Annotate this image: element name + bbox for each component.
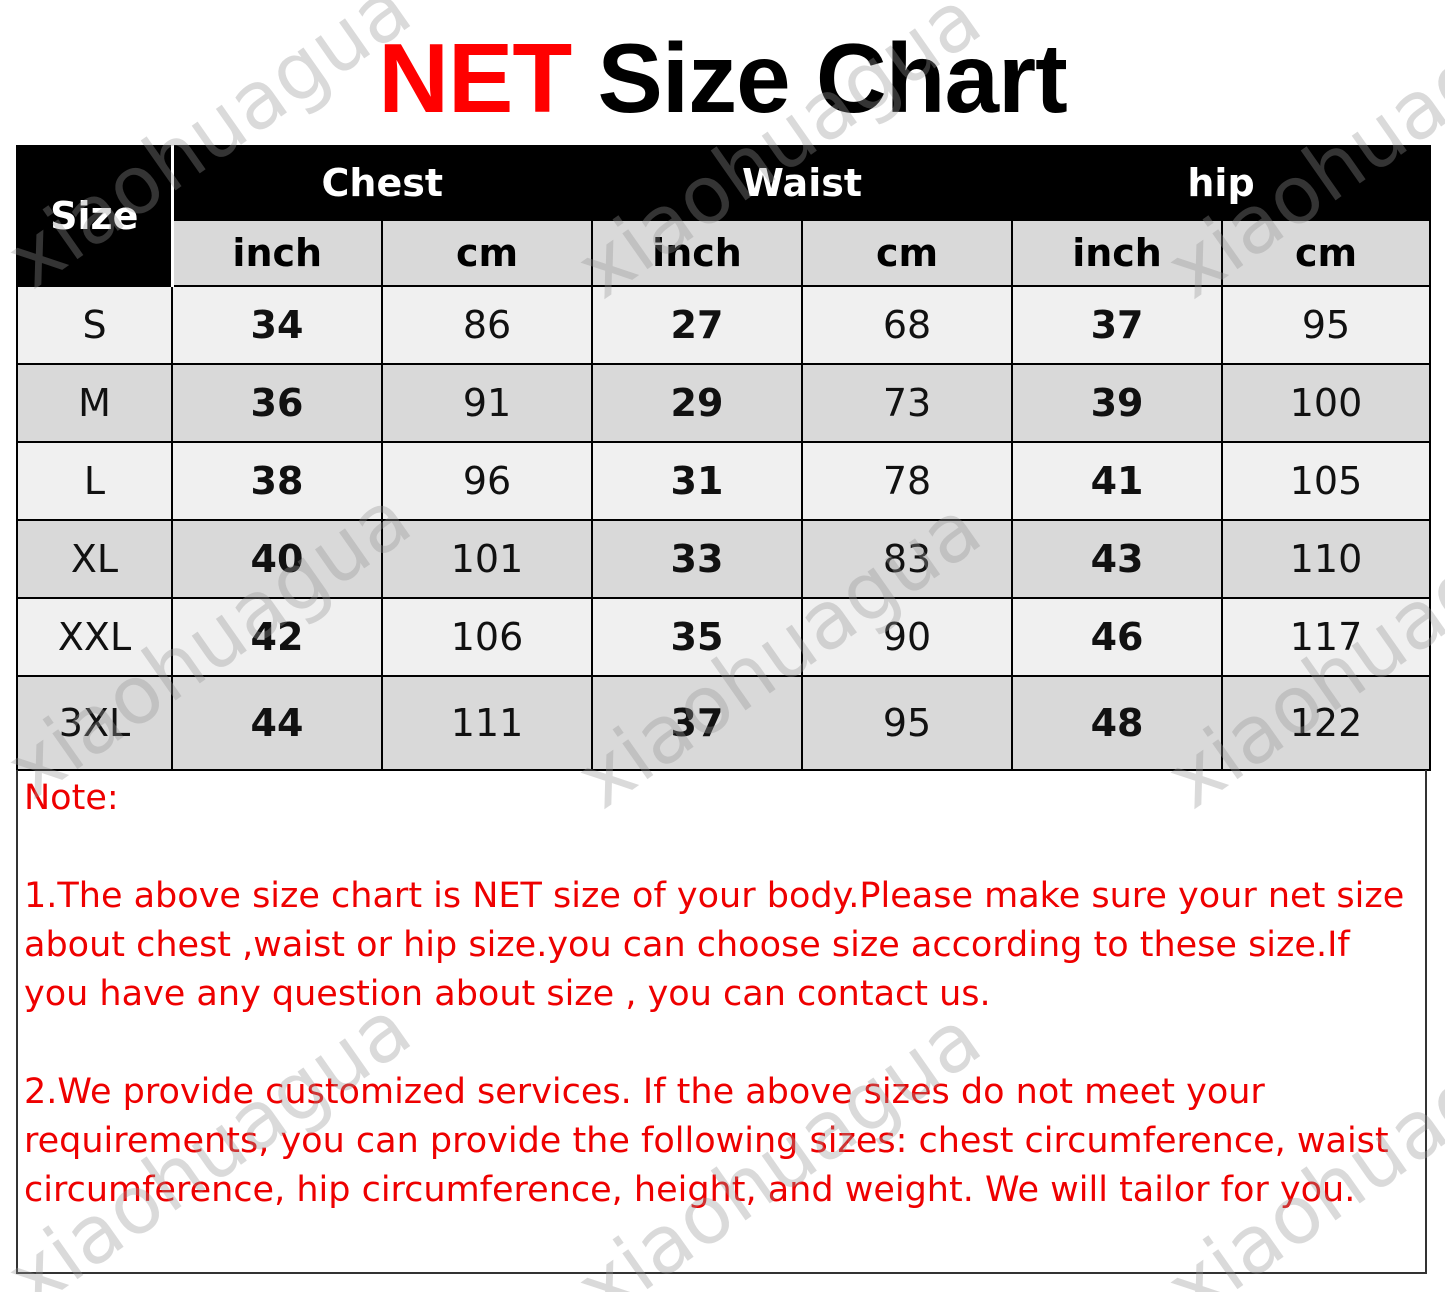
inch-cell: 36 [171, 363, 383, 443]
inch-cell: 34 [171, 285, 383, 365]
inch-cell: 43 [1011, 519, 1224, 599]
inch-cell: 35 [591, 597, 803, 677]
page-title: NET Size Chart [0, 22, 1445, 135]
inch-cell: 31 [591, 441, 803, 521]
cm-cell: 117 [1221, 597, 1432, 677]
inch-cell: 48 [1011, 675, 1224, 771]
table-row: M 36 91 29 73 39 100 [16, 363, 1432, 443]
size-cell: XXL [16, 597, 173, 677]
cm-cell: 101 [381, 519, 593, 599]
size-cell: S [16, 285, 173, 365]
inch-cell: 39 [1011, 363, 1224, 443]
inch-cell: 37 [591, 675, 803, 771]
table-row: XL 40 101 33 83 43 110 [16, 519, 1432, 599]
cm-cell: 96 [381, 441, 593, 521]
table-row: S 34 86 27 68 37 95 [16, 285, 1432, 365]
unit-header: inch [171, 219, 383, 287]
unit-header: cm [1221, 219, 1432, 287]
cm-cell: 91 [381, 363, 593, 443]
cm-cell: 111 [381, 675, 593, 771]
cm-cell: 86 [381, 285, 593, 365]
size-table: Size Chest Waist hip inch cm inch cm inc… [16, 145, 1432, 771]
size-cell: M [16, 363, 173, 443]
inch-cell: 29 [591, 363, 803, 443]
group-header-chest: Chest [171, 145, 593, 221]
cm-cell: 95 [1221, 285, 1432, 365]
inch-cell: 44 [171, 675, 383, 771]
note-item: 1.The above size chart is NET size of yo… [24, 876, 1405, 1014]
cm-cell: 105 [1221, 441, 1432, 521]
table-row: 3XL 44 111 37 95 48 122 [16, 675, 1432, 771]
cm-cell: 106 [381, 597, 593, 677]
size-cell: L [16, 441, 173, 521]
cm-cell: 78 [800, 441, 1014, 521]
inch-cell: 27 [591, 285, 803, 365]
size-cell: 3XL [16, 675, 173, 771]
inch-cell: 42 [171, 597, 383, 677]
notes-section: Note: 1.The above size chart is NET size… [16, 770, 1427, 1274]
unit-header: inch [1011, 219, 1224, 287]
title-rest: Size Chart [597, 23, 1068, 133]
title-highlight: NET [378, 23, 572, 133]
unit-header: cm [800, 219, 1014, 287]
cm-cell: 100 [1221, 363, 1432, 443]
table-row: L 38 96 31 78 41 105 [16, 441, 1432, 521]
cm-cell: 68 [800, 285, 1014, 365]
notes-heading: Note: [24, 778, 119, 818]
cm-cell: 110 [1221, 519, 1432, 599]
group-header-hip: hip [1011, 145, 1432, 221]
cm-cell: 122 [1221, 675, 1432, 771]
size-cell: XL [16, 519, 173, 599]
group-header-waist: Waist [590, 145, 1014, 221]
inch-cell: 38 [171, 441, 383, 521]
inch-cell: 33 [591, 519, 803, 599]
inch-cell: 40 [171, 519, 383, 599]
note-item: 2.We provide customized services. If the… [24, 1072, 1389, 1210]
cm-cell: 73 [800, 363, 1014, 443]
table-row: XXL 42 106 35 90 46 117 [16, 597, 1432, 677]
inch-cell: 37 [1011, 285, 1224, 365]
cm-cell: 90 [800, 597, 1014, 677]
cm-cell: 95 [800, 675, 1014, 771]
inch-cell: 41 [1011, 441, 1224, 521]
unit-header: inch [591, 219, 803, 287]
cm-cell: 83 [800, 519, 1014, 599]
inch-cell: 46 [1011, 597, 1224, 677]
size-header: Size [16, 145, 174, 287]
unit-header: cm [381, 219, 593, 287]
